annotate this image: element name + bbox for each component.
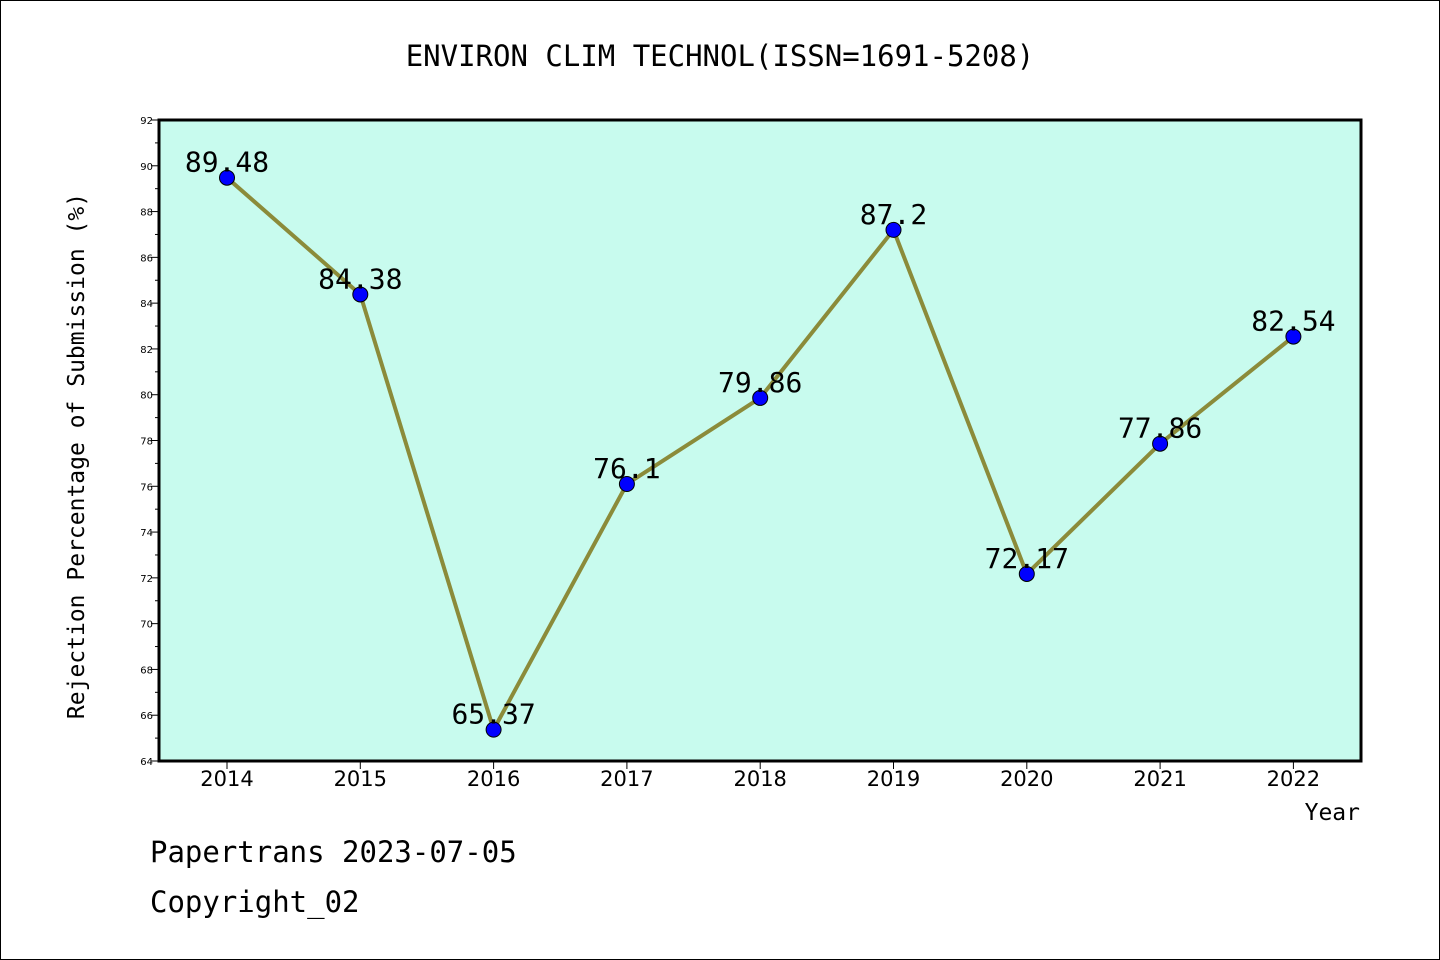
data-label: 77.86 xyxy=(1118,412,1202,445)
x-tick-label: 2016 xyxy=(467,767,520,791)
data-label: 76.1 xyxy=(593,452,660,485)
y-tick-label: 72 xyxy=(140,574,153,585)
data-point xyxy=(485,721,502,738)
y-tick-label: 86 xyxy=(140,253,153,264)
x-tick-label: 2019 xyxy=(867,767,920,791)
x-tick-label: 2022 xyxy=(1267,767,1320,791)
x-tick-label: 2018 xyxy=(733,767,786,791)
data-point xyxy=(1152,435,1169,452)
data-label: 72.17 xyxy=(985,542,1069,575)
y-axis-label: Rejection Percentage of Submission (%) xyxy=(64,193,90,719)
y-tick-label: 78 xyxy=(140,437,153,448)
data-point xyxy=(1018,565,1035,582)
data-point xyxy=(885,221,902,238)
y-tick-label: 66 xyxy=(140,711,153,722)
data-point xyxy=(618,475,635,492)
footer-copyright: Copyright_02 xyxy=(150,885,360,919)
chart-title: ENVIRON CLIM TECHNOL(ISSN=1691-5208) xyxy=(406,39,1035,73)
data-label-group: 89.48 84.38 65.37 76.1 79.86 87.2 72.17 77.86 82… xyxy=(185,146,1336,731)
y-tick-label: 70 xyxy=(140,620,153,631)
data-label: 84.38 xyxy=(318,262,402,295)
data-point xyxy=(1285,328,1302,345)
data-label: 65.37 xyxy=(451,698,535,731)
x-tick-label: 2021 xyxy=(1133,767,1186,791)
y-tick-label: 84 xyxy=(140,299,153,310)
data-label: 82.54 xyxy=(1251,305,1335,338)
y-tick-label: 92 xyxy=(140,116,153,127)
data-point xyxy=(752,389,769,406)
x-axis: 2014 2015 2016 2017 2018 2019 2020 2021 2022 xyxy=(200,761,1320,791)
x-tick-label: 2015 xyxy=(334,767,387,791)
data-point xyxy=(352,286,369,303)
y-tick-label: 90 xyxy=(140,162,153,173)
y-tick-label: 76 xyxy=(140,482,153,493)
y-tick-label: 68 xyxy=(140,665,153,676)
data-label: 89.48 xyxy=(185,146,269,179)
x-tick-label: 2020 xyxy=(1000,767,1053,791)
y-tick-label: 82 xyxy=(140,345,153,356)
y-tick-label: 88 xyxy=(140,208,153,219)
y-tick-label: 74 xyxy=(140,528,153,539)
data-label: 87.2 xyxy=(860,198,927,231)
data-label: 79.86 xyxy=(718,366,802,399)
data-point xyxy=(219,169,235,186)
x-tick-label: 2014 xyxy=(200,767,253,791)
x-axis-label: Year xyxy=(1305,800,1360,826)
y-tick-label: 64 xyxy=(140,757,153,768)
y-axis: 64 66 68 70 72 74 76 78 80 82 84 86 88 90 92 xyxy=(140,116,159,768)
x-tick-label: 2017 xyxy=(600,767,653,791)
y-tick-label: 80 xyxy=(140,391,153,402)
series-group xyxy=(219,169,1302,738)
footer-date: Papertrans 2023-07-05 xyxy=(150,835,517,869)
